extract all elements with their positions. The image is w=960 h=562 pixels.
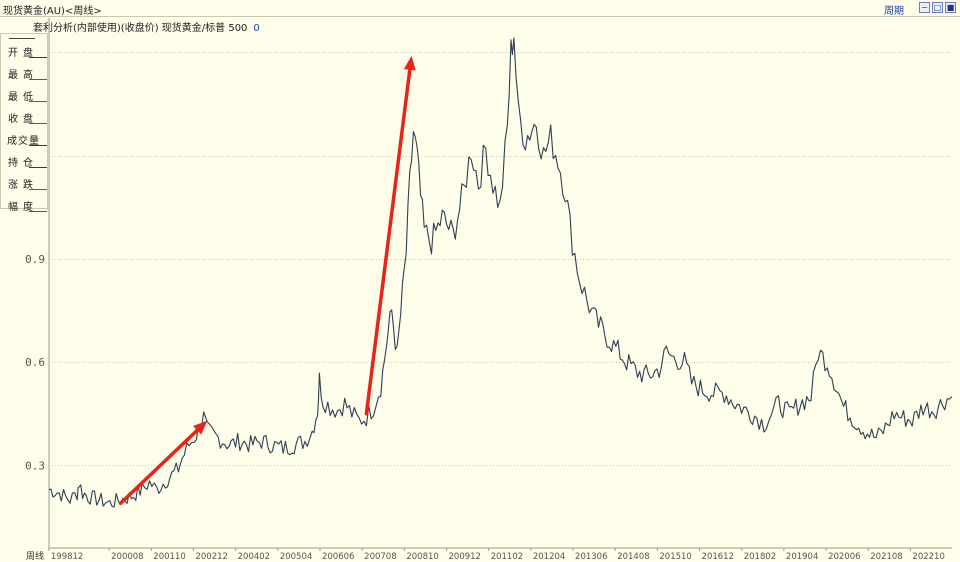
x-tick-label: 201802 [744, 552, 776, 562]
title-bar: 现货黄金(AU)<周线> 周期 − □ ■ [0, 0, 960, 17]
x-tick-label: 200212 [195, 552, 227, 562]
x-tick-label: 202210 [912, 552, 944, 562]
trend-arrow-head [403, 55, 416, 71]
x-axis-label: 周线 [26, 550, 44, 562]
y-tick-label: 0.6 [25, 356, 45, 369]
legend-row-change: 涨跌 [1, 170, 47, 192]
legend-label: 最低 [8, 92, 38, 103]
x-tick-label: 200110 [153, 552, 185, 562]
x-tick-label: 200912 [449, 552, 481, 562]
x-tick-label: 200606 [322, 552, 354, 562]
chart-value: 0 [253, 23, 260, 34]
x-tick-label: 200810 [406, 552, 438, 562]
legend-row-volume: 成交量 [1, 126, 47, 148]
x-tick-label: 202006 [828, 552, 860, 562]
legend-label: 最高 [8, 70, 38, 81]
chart-title: 套利分析(内部使用)(收盘价) 现货黄金/标普 500 [33, 23, 248, 34]
legend-label: 幅度 [8, 202, 38, 213]
legend-label: 收盘 [8, 114, 38, 125]
ratio-series-line [48, 37, 953, 508]
y-tick-label: 0.9 [25, 253, 45, 266]
x-tick-label: 199812 [51, 552, 83, 562]
x-tick-label: 200008 [111, 552, 143, 562]
legend-row-change-pct: 幅度 [1, 192, 47, 214]
trend-arrow-shaft [118, 428, 199, 506]
legend-label: 涨跌 [8, 180, 38, 191]
chart-subtitle: 套利分析(内部使用)(收盘价) 现货黄金/标普 500 0 [33, 19, 260, 34]
x-tick-label: 200402 [238, 552, 270, 562]
legend-label: 成交量 [7, 136, 40, 147]
x-tick-label: 201408 [617, 552, 649, 562]
x-tick-label: 200708 [364, 552, 396, 562]
x-tick-label: 201306 [575, 552, 607, 562]
trend-arrow-head [193, 420, 208, 435]
legend-row-low: 最低 [1, 82, 47, 104]
legend-row-close: 收盘 [1, 104, 47, 126]
x-tick-label: 201510 [659, 552, 691, 562]
trend-arrow-shaft [364, 67, 412, 416]
x-tick-label: 201102 [491, 552, 523, 562]
x-tick-label: 202108 [870, 552, 902, 562]
period-button[interactable]: 周期 [884, 6, 904, 17]
x-tick-label: 201612 [702, 552, 734, 562]
restore-icon[interactable]: □ [932, 2, 943, 13]
panel-divider [9, 38, 35, 39]
legend-row-open-interest: 持仓 [1, 148, 47, 170]
data-legend-panel: 开盘 最高 最低 收盘 成交量 持仓 涨跌 幅度 [0, 33, 48, 213]
maximize-icon[interactable]: ■ [945, 2, 956, 13]
x-tick-label: 200504 [280, 552, 312, 562]
x-tick-label: 201904 [786, 552, 818, 562]
window-title: 现货黄金(AU)<周线> [3, 6, 102, 17]
legend-row-high: 最高 [1, 60, 47, 82]
legend-label: 开盘 [8, 48, 38, 59]
y-tick-label: 0.3 [25, 459, 45, 472]
legend-row-open: 开盘 [1, 38, 47, 60]
x-tick-label: 201204 [533, 552, 565, 562]
legend-label: 持仓 [8, 158, 38, 169]
shrink-icon[interactable]: − [919, 2, 930, 13]
